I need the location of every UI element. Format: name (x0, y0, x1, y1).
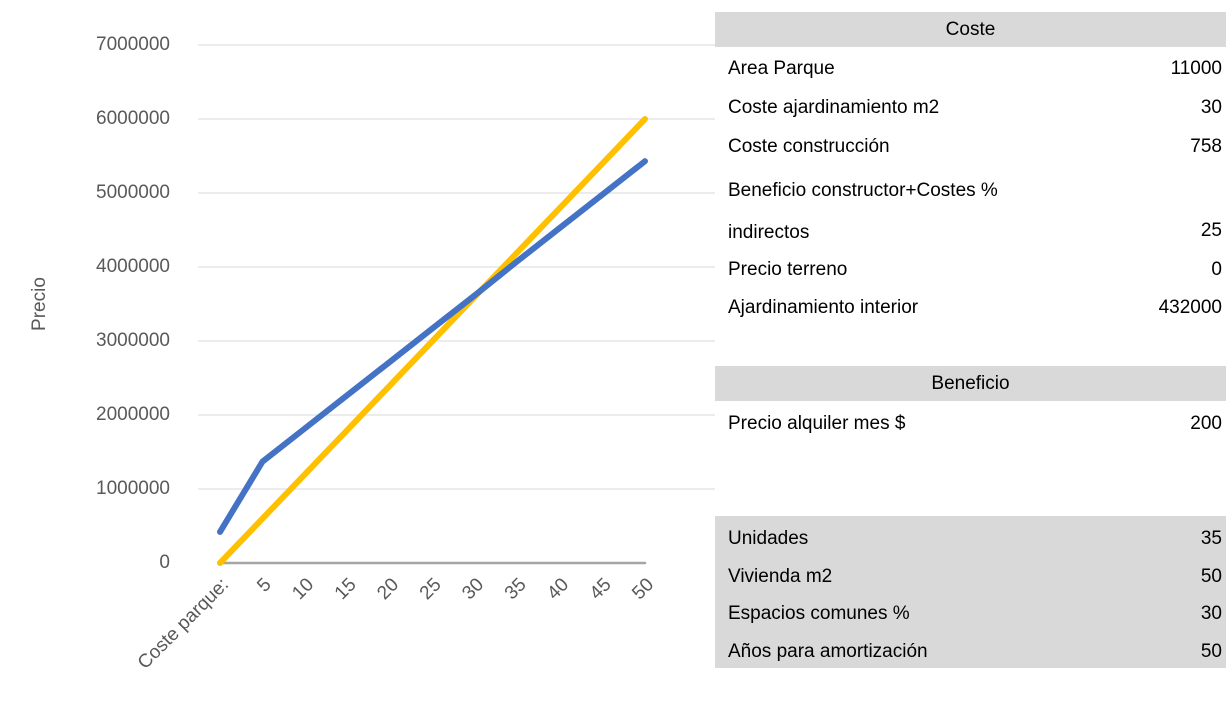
x-tick-label: 5 (253, 574, 275, 596)
row-value: 50 (1200, 641, 1222, 662)
y-tick-label: 7000000 (96, 34, 170, 55)
y-axis-label: Precio (29, 277, 50, 331)
line-series (217, 116, 648, 566)
x-tick-label: 40 (543, 574, 573, 604)
y-tick-label: 4000000 (96, 256, 170, 277)
y-tick-label: 5000000 (96, 182, 170, 203)
row-value: 758 (1190, 136, 1222, 157)
row-value: 0 (1211, 259, 1222, 280)
y-tick-label: 3000000 (96, 330, 170, 351)
x-tick-label: 50 (628, 574, 658, 604)
row-value: 25 (1200, 220, 1222, 241)
chart: Precio 0 1000000 2000000 3000000 4000000 5000… (29, 34, 715, 673)
row-label: Coste construcción (728, 136, 890, 157)
section-header: Beneficio (715, 366, 1226, 401)
row-label: Vivienda m2 (728, 566, 833, 587)
x-tick-label: 45 (586, 574, 616, 604)
shaded-block (715, 516, 1226, 668)
x-tick-label: 30 (458, 574, 488, 604)
y-tick-label: 0 (159, 552, 170, 573)
x-tick-label: 20 (373, 574, 403, 604)
row-value: 50 (1200, 566, 1222, 587)
row-value: 200 (1190, 413, 1222, 434)
line-series (217, 158, 648, 535)
section-header: Coste (715, 12, 1226, 47)
x-tick-label: 25 (416, 574, 446, 604)
row-label: Coste ajardinamiento m2 (728, 97, 940, 118)
row-value: 30 (1200, 97, 1222, 118)
row-label: Area Parque (728, 58, 835, 79)
x-tick-label: Coste parque: (134, 574, 233, 673)
row-label: Años para amortización (728, 641, 928, 662)
row-label: Beneficio constructor+Costes % indirecto… (728, 180, 998, 243)
row-value: 432000 (1158, 297, 1222, 318)
row-label: Unidades (728, 528, 809, 549)
row-label: Precio alquiler mes $ (728, 413, 906, 434)
row-value: 35 (1200, 528, 1222, 549)
y-tick-label: 2000000 (96, 404, 170, 425)
row-value: 30 (1200, 603, 1222, 624)
row-label: Espacios comunes % (728, 603, 910, 624)
row-label: Precio terreno (728, 259, 848, 280)
row-label: Ajardinamiento interior (728, 297, 919, 318)
x-tick-label: 10 (288, 574, 318, 604)
x-tick-label: 35 (501, 574, 531, 604)
row-value: 11000 (1170, 58, 1222, 79)
y-tick-label: 1000000 (96, 478, 170, 499)
y-tick-label: 6000000 (96, 108, 170, 129)
x-tick-label: 15 (331, 574, 361, 604)
